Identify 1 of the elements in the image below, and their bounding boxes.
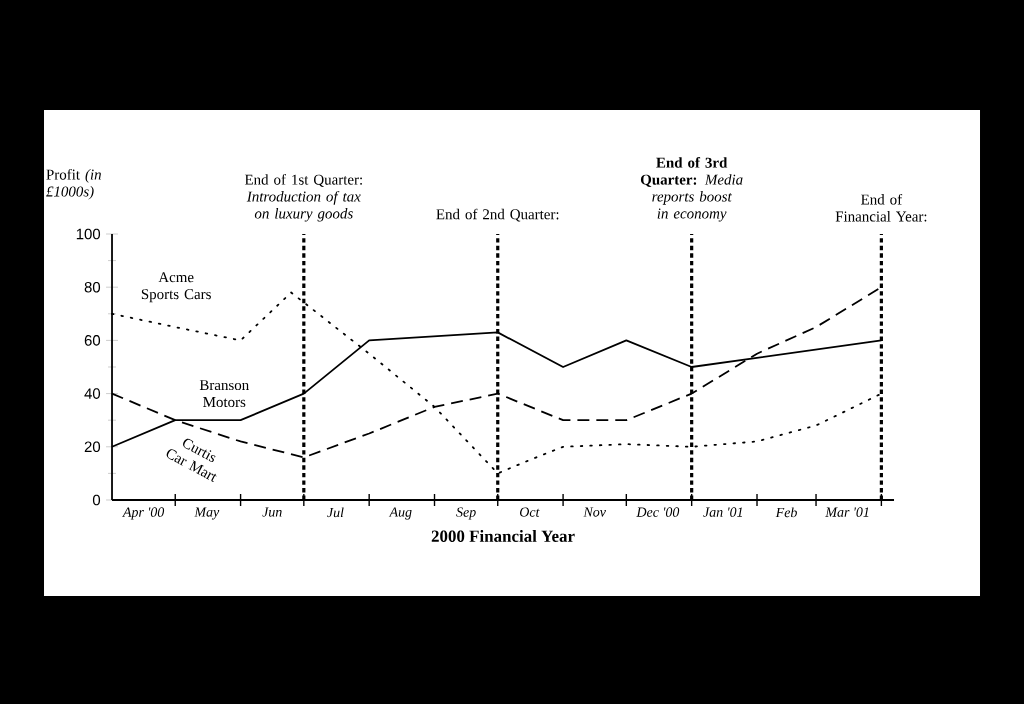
x-axis-title: 2000 Financial Year bbox=[431, 529, 575, 542]
